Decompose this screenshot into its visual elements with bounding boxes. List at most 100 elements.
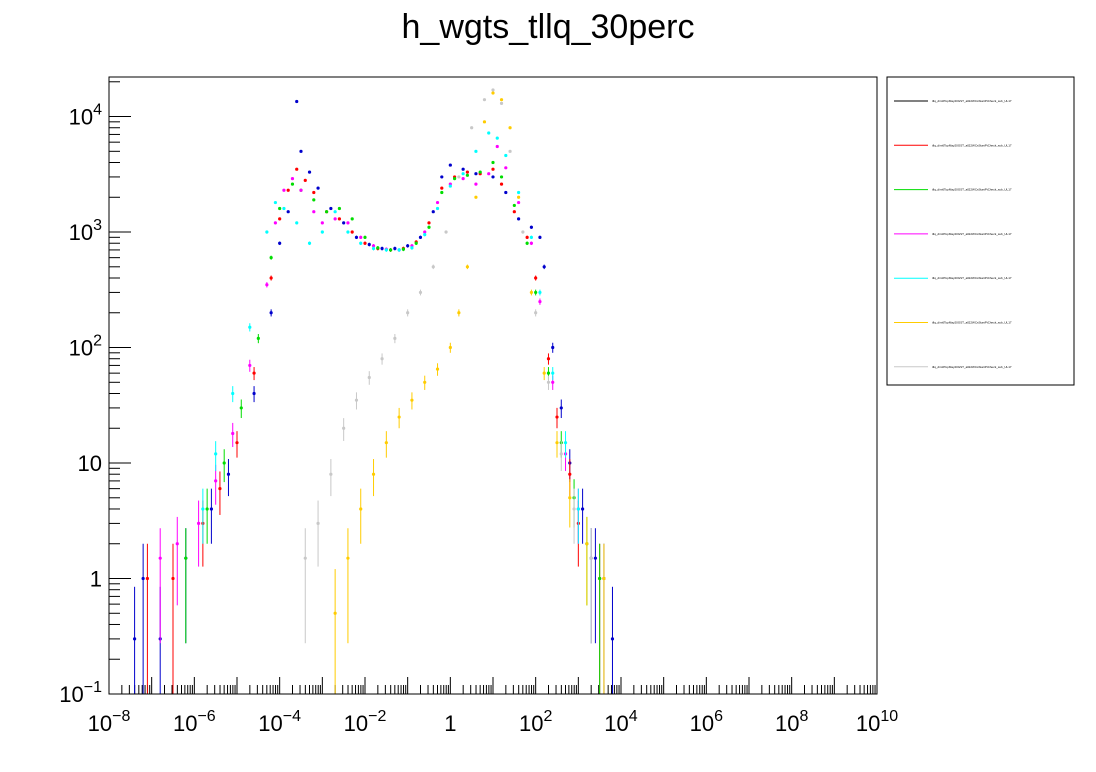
data-point (474, 149, 478, 153)
data-point (222, 449, 226, 483)
legend-label: tllq_dim6TopMay20GST_all22WCsStartPtChec… (932, 99, 1012, 103)
data-point (286, 188, 290, 192)
data-point (320, 230, 324, 234)
x-tick-label: 10−6 (173, 708, 216, 736)
data-point (598, 543, 602, 694)
data-point (397, 248, 401, 252)
data-point (252, 386, 256, 403)
legend-entry: tllq_dim6TopMay20GST_all22WCsStartPtChec… (894, 99, 1012, 103)
data-point (418, 289, 423, 296)
data-point (337, 217, 341, 221)
series-1 (133, 99, 615, 694)
legend-entry: tllq_dim6TopMay20GST_all22WCsStartPtChec… (894, 276, 1012, 280)
data-point (410, 392, 414, 410)
data-point (256, 334, 260, 344)
data-point (350, 230, 354, 234)
data-point (534, 275, 538, 281)
data-point (273, 200, 277, 205)
data-point (593, 528, 598, 644)
data-point (568, 479, 572, 528)
x-tick-label: 106 (690, 708, 723, 736)
legend-entry: tllq_dim6TopMay20GST_all22WCsStartPtChec… (894, 188, 1012, 192)
data-point (491, 175, 495, 179)
data-point (517, 200, 521, 205)
data-point (559, 399, 563, 419)
data-point (440, 175, 444, 179)
data-point (201, 488, 205, 544)
data-point (337, 206, 341, 211)
data-point (559, 441, 563, 471)
data-point (504, 153, 508, 158)
data-point (252, 367, 256, 381)
data-point (474, 182, 478, 186)
data-point (363, 241, 367, 246)
data-point (384, 248, 388, 252)
data-point (414, 241, 418, 246)
data-point (273, 221, 277, 225)
data-point (239, 399, 243, 419)
data-point (538, 289, 542, 296)
legend-label: tllq_dim6TopMay20GST_all22WCsStartPtChec… (932, 276, 1012, 280)
data-point (141, 543, 145, 694)
data-point (448, 184, 452, 188)
data-point (504, 190, 508, 195)
data-point (546, 375, 551, 390)
data-point (278, 241, 282, 246)
data-point (329, 459, 333, 497)
legend-entry: tllq_dim6TopMay20GST_all22WCsStartPtChec… (894, 232, 1012, 236)
data-point (350, 217, 354, 221)
data-point (427, 225, 431, 229)
data-point (461, 167, 465, 171)
data-point (504, 166, 508, 170)
data-point (555, 407, 559, 429)
data-point (226, 459, 231, 497)
data-point (342, 418, 346, 441)
data-point (444, 230, 448, 234)
data-point (367, 242, 371, 247)
data-point (346, 221, 350, 225)
data-point (333, 569, 337, 694)
data-point (303, 178, 307, 182)
plot-frame (108, 76, 878, 695)
legend-entries: tllq_dim6TopMay20GST_all22WCsStartPtChec… (894, 99, 1012, 369)
data-point (376, 245, 380, 250)
data-point (282, 188, 286, 192)
data-point (265, 230, 269, 234)
x-tick-label: 108 (775, 708, 808, 736)
series-7 (303, 88, 593, 644)
data-point (175, 516, 179, 606)
y-tick-label: 10 (78, 451, 102, 476)
data-point (491, 167, 495, 171)
data-point (231, 422, 235, 448)
data-point (282, 206, 286, 211)
data-point (235, 431, 239, 458)
legend-box: tllq_dim6TopMay20GST_all22WCsStartPtChec… (886, 76, 1075, 386)
data-point (495, 136, 499, 140)
data-point (269, 309, 273, 317)
data-point (184, 528, 188, 644)
data-point (393, 246, 397, 251)
data-point (529, 235, 534, 240)
data-point (397, 407, 401, 429)
data-point (576, 488, 580, 544)
data-point (316, 186, 320, 190)
data-point (359, 241, 363, 246)
data-point (551, 342, 555, 353)
data-point (214, 441, 218, 471)
data-point (410, 245, 414, 250)
data-point (231, 386, 235, 403)
legend-frame (886, 76, 1075, 386)
data-point (610, 586, 615, 694)
data-point (534, 309, 538, 317)
data-point (453, 177, 457, 181)
data-point (371, 459, 376, 497)
data-point (406, 244, 410, 248)
y-tick-label: 102 (69, 333, 102, 361)
data-point (465, 170, 469, 174)
data-point (508, 149, 512, 153)
data-point (333, 217, 337, 221)
data-point (295, 221, 299, 225)
series-3 (184, 160, 602, 694)
data-point (461, 177, 465, 181)
data-point (248, 359, 252, 372)
